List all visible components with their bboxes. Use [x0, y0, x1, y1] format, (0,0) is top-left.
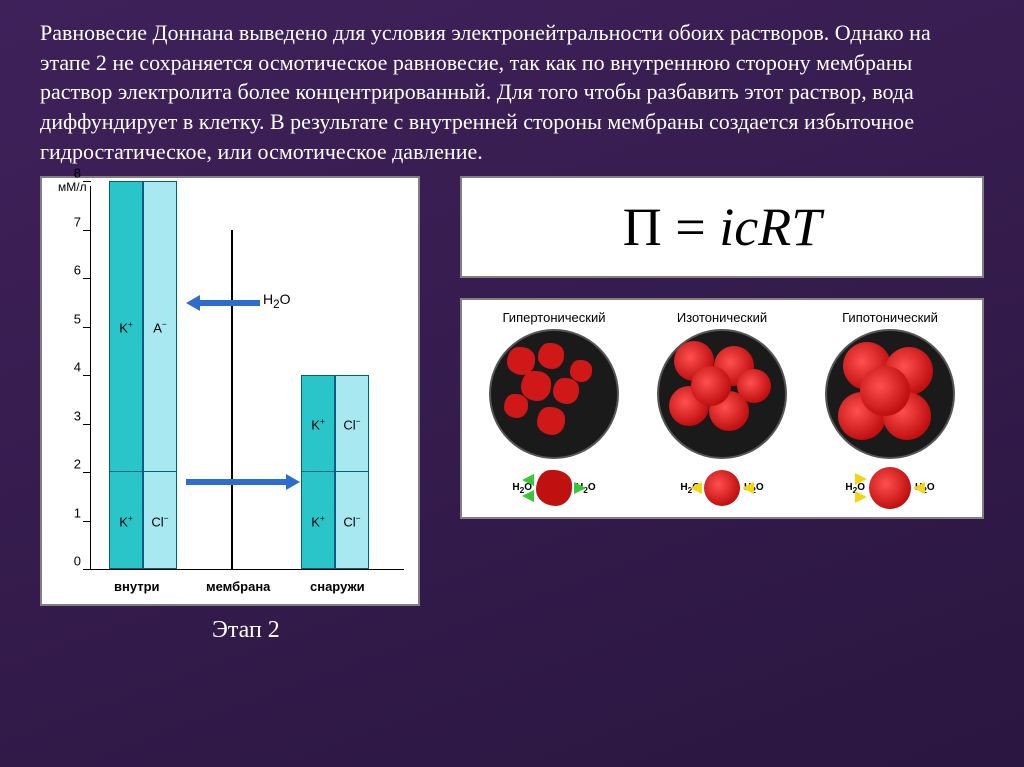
ytick-label: 3 [74, 408, 91, 423]
ytick [83, 472, 91, 473]
h2o-arrow [186, 296, 260, 310]
ion-arrow [186, 475, 300, 489]
bar-divider [109, 471, 143, 472]
flow-arrow [522, 474, 534, 486]
ion-label: A− [143, 319, 177, 335]
y-axis-unit: мМ/л [58, 180, 87, 194]
ion-label: Cl− [143, 513, 177, 529]
flow-arrow [913, 482, 925, 494]
flow-arrow [574, 482, 586, 494]
petri-dish [657, 329, 787, 459]
red-blood-cell [737, 369, 771, 403]
osmotic-formula: П = icRT [460, 176, 984, 278]
ytick-label: 0 [74, 554, 91, 569]
content-row: мМ/л 012345678K+K+Cl−A−K+K+Cl−Cl−H2O вну… [0, 176, 1024, 606]
x-label-membrane: мембрана [206, 579, 270, 594]
ion-label: K+ [301, 416, 335, 432]
ytick [83, 375, 91, 376]
bar-right [335, 375, 369, 569]
tonicity-title: Изотонический [639, 310, 805, 325]
mini-diagram: H2OH2O [807, 465, 973, 511]
flow-arrow [855, 473, 867, 485]
ytick-label: 6 [74, 263, 91, 278]
bar-right [143, 181, 177, 569]
tonicity-title: Гипертонический [471, 310, 637, 325]
flow-arrow [522, 490, 534, 502]
bar-group: K+K+Cl−Cl− [301, 375, 371, 569]
x-label-inside: внутри [114, 579, 160, 594]
red-blood-cell [538, 343, 564, 369]
chart-plot-area: 012345678K+K+Cl−A−K+K+Cl−Cl−H2O [90, 186, 404, 570]
ytick [83, 278, 91, 279]
tonicity-row: Гипертонический H2OH2O Изотонический H2OH2O… [470, 310, 974, 511]
x-label-outside: снаружи [310, 579, 365, 594]
ytick-label: 1 [74, 505, 91, 520]
ytick-label: 7 [74, 214, 91, 229]
mini-cell [536, 470, 572, 506]
right-column: П = icRT ГипертоническийH2OH2OИзотоничес… [460, 176, 984, 606]
flow-arrow [855, 491, 867, 503]
bar-divider [143, 471, 177, 472]
ytick-label: 5 [74, 311, 91, 326]
ion-label: Cl− [335, 416, 369, 432]
red-blood-cell [537, 407, 565, 435]
bar-left [109, 181, 143, 569]
tonicity-hyper: Гипертонический H2OH2O [471, 310, 637, 511]
ion-label: K+ [109, 513, 143, 529]
ytick [83, 521, 91, 522]
membrane-line [231, 230, 233, 570]
ion-label: Cl− [335, 513, 369, 529]
ytick-label: 2 [74, 457, 91, 472]
tonicity-iso: Изотонический H2OH2O [639, 310, 805, 511]
ytick [83, 569, 91, 570]
donnan-chart: мМ/л 012345678K+K+Cl−A−K+K+Cl−Cl−H2O вну… [40, 176, 420, 606]
red-blood-cell [570, 360, 592, 382]
mini-diagram: H2OH2O [471, 465, 637, 511]
petri-dish [489, 329, 619, 459]
h2o-label: H2O [263, 291, 291, 311]
ytick-label: 4 [74, 360, 91, 375]
flow-arrow [690, 482, 702, 494]
ion-label: K+ [109, 319, 143, 335]
ytick [83, 327, 91, 328]
red-blood-cell [504, 394, 528, 418]
bar-group: K+K+Cl−A− [109, 181, 179, 569]
bar-left [301, 375, 335, 569]
ytick [83, 424, 91, 425]
main-paragraph: Равновесие Доннана выведено для условия … [0, 0, 1024, 176]
ytick [83, 230, 91, 231]
bar-divider [301, 471, 335, 472]
mini-diagram: H2OH2O [639, 465, 805, 511]
tonicity-title: Гипотонический [807, 310, 973, 325]
ytick [83, 181, 91, 182]
red-blood-cell [553, 378, 579, 404]
petri-dish [825, 329, 955, 459]
tonicity-panel: Гипертонический H2OH2O Изотонический H2OH2O… [460, 298, 984, 519]
bar-divider [335, 471, 369, 472]
mini-cell [869, 467, 911, 509]
ion-label: K+ [301, 513, 335, 529]
flow-arrow [742, 482, 754, 494]
tonicity-hypo: Гипотонический H2OH2O [807, 310, 973, 511]
mini-cell [704, 470, 740, 506]
ytick-label: 8 [74, 166, 91, 181]
stage-label: Этап 2 [212, 617, 280, 644]
